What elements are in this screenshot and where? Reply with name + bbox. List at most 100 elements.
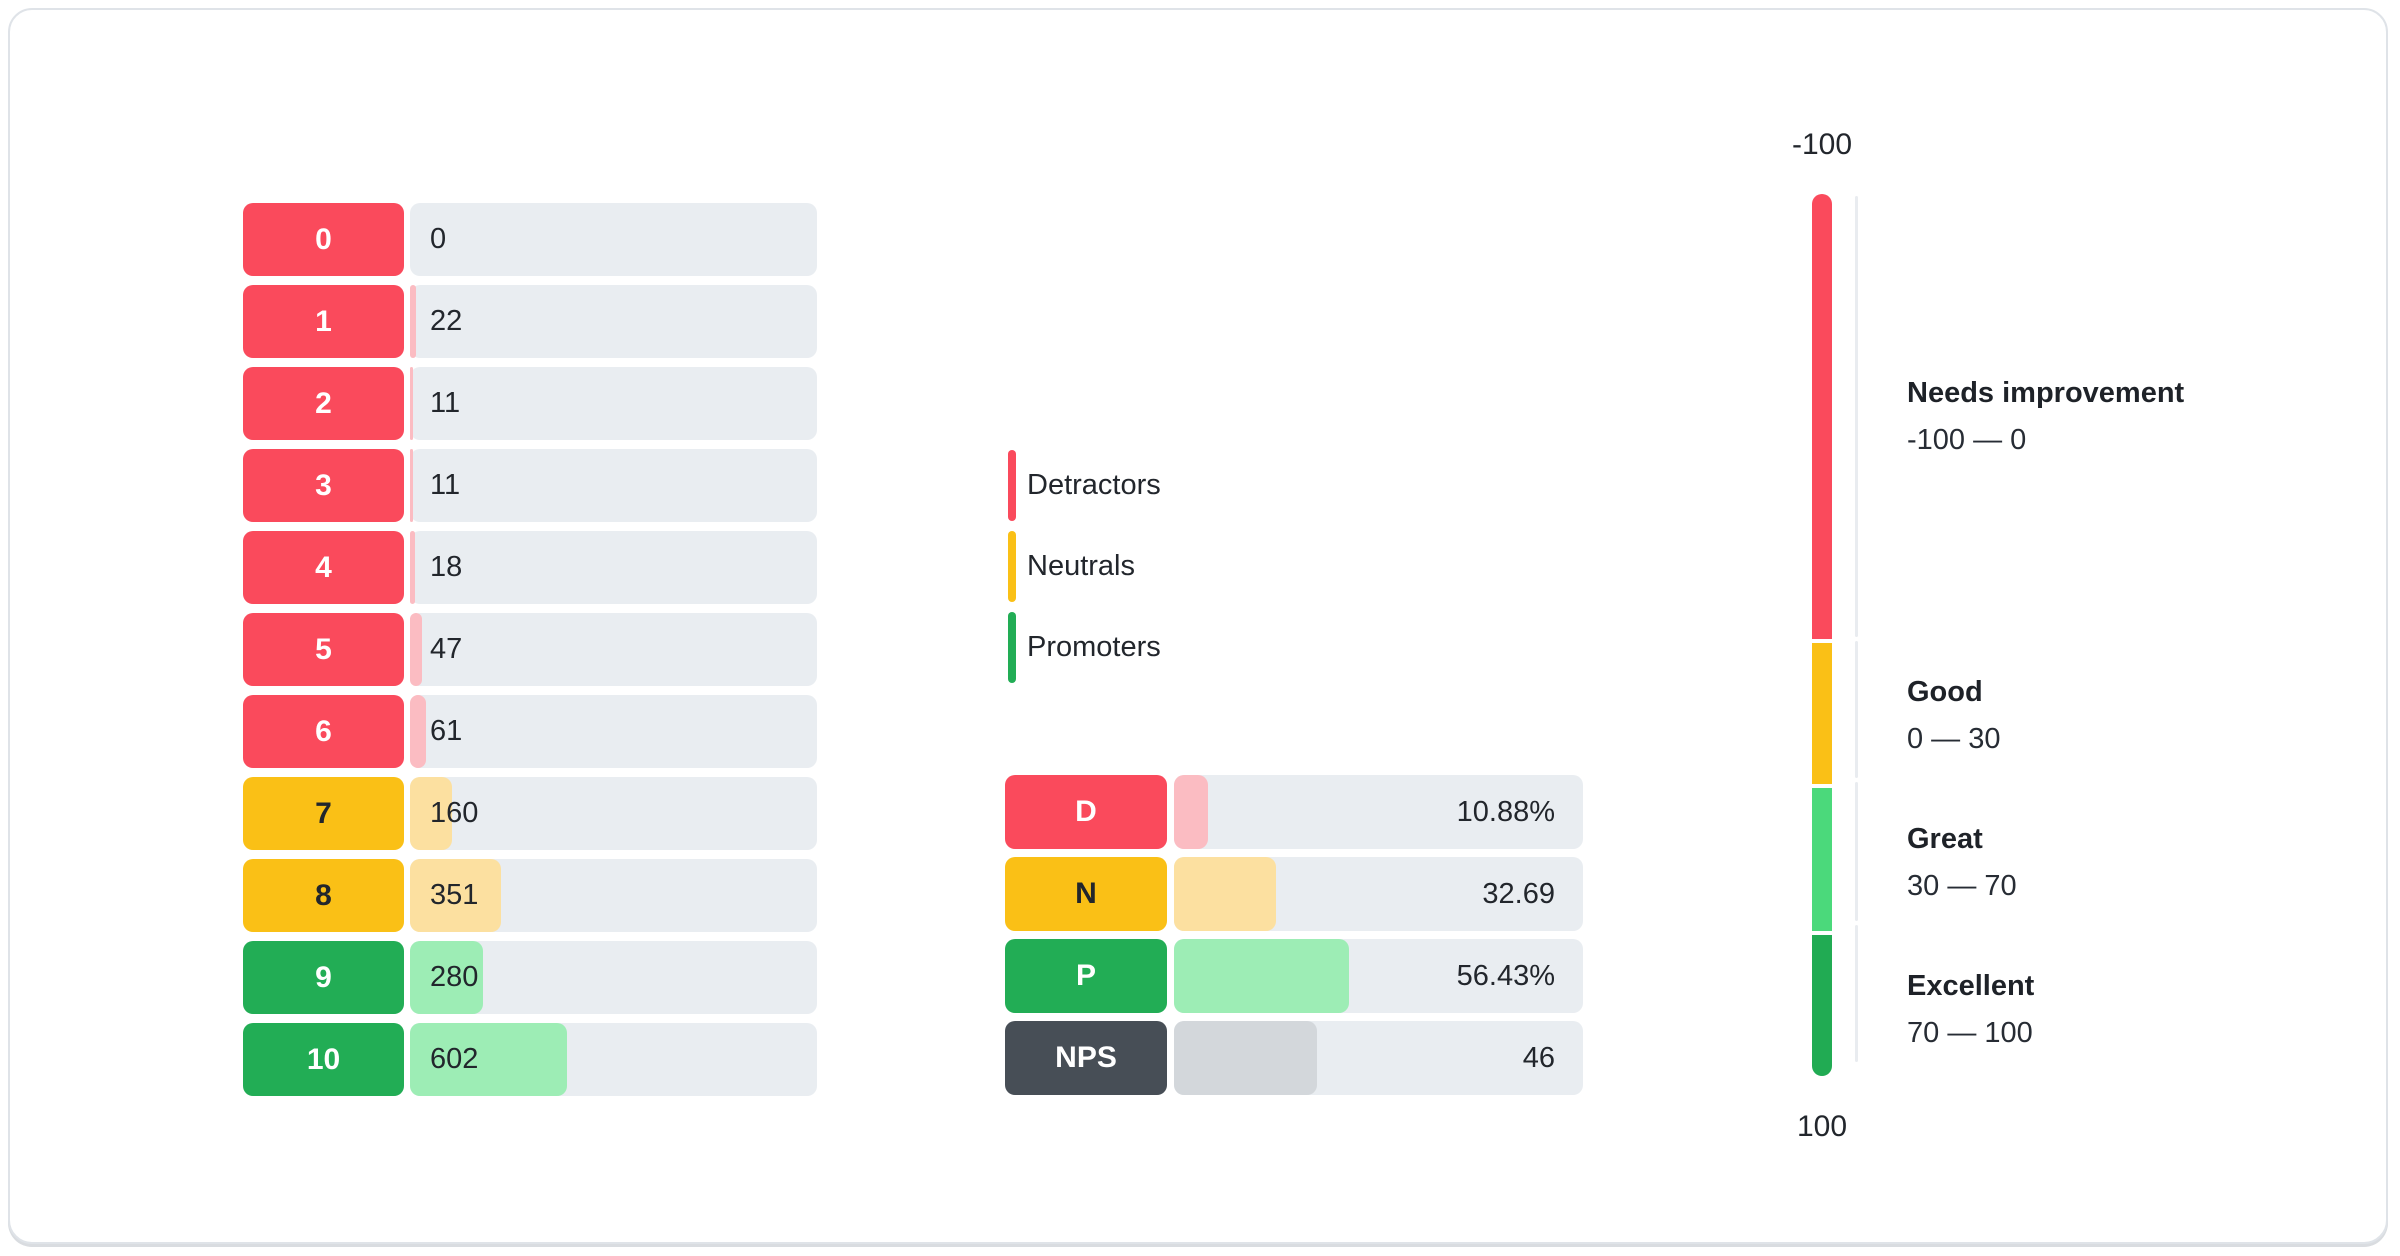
summary-row-n: N 32.69 <box>1005 857 1583 931</box>
score-row-5: 5 47 <box>243 613 817 686</box>
gauge-segment-excellent <box>1812 935 1832 1076</box>
score-bar-fill <box>410 449 413 522</box>
score-bar-track: 61 <box>410 695 817 768</box>
nps-widget-card: 0 0 1 22 2 11 3 11 4 18 5 47 <box>8 8 2388 1244</box>
score-button: 5 <box>243 613 404 686</box>
gauge-axis-segment <box>1855 782 1858 921</box>
score-bar-track: 0 <box>410 203 817 276</box>
gauge-zone-label: Great 30 — 70 <box>1907 820 2017 905</box>
gauge-axis-segment <box>1855 641 1858 778</box>
score-bar-track: 602 <box>410 1023 817 1096</box>
summary-bar-fill <box>1174 939 1350 1013</box>
summary-bar-track: 46 <box>1174 1021 1583 1095</box>
score-count-label: 61 <box>430 715 463 747</box>
summary-value-label: 46 <box>1522 1042 1555 1074</box>
score-row-0: 0 0 <box>243 203 817 276</box>
legend-color-pill <box>1008 531 1016 602</box>
summary-row-nps: NPS 46 <box>1005 1021 1583 1095</box>
score-row-1: 1 22 <box>243 285 817 358</box>
summary-bar-track: 32.69 <box>1174 857 1583 931</box>
gauge-max-negative-label: -100 <box>1791 128 1853 161</box>
legend-label: Neutrals <box>1027 550 1135 582</box>
score-bar-track: 22 <box>410 285 817 358</box>
summary-value-label: 32.69 <box>1482 878 1555 910</box>
score-row-3: 3 11 <box>243 449 817 522</box>
score-button: 10 <box>243 1023 404 1096</box>
score-bar-fill <box>410 285 416 358</box>
summary-row-d: D 10.88% <box>1005 775 1583 849</box>
score-count-label: 602 <box>430 1043 479 1075</box>
score-row-7: 7 160 <box>243 777 817 850</box>
legend-item-promoters: Promoters <box>1008 612 1161 683</box>
score-bar-track: 11 <box>410 449 817 522</box>
gauge-bar <box>1812 194 1832 1076</box>
score-button: 7 <box>243 777 404 850</box>
gauge-axis-line <box>1855 196 1858 1066</box>
score-count-label: 280 <box>430 961 479 993</box>
score-row-9: 9 280 <box>243 941 817 1014</box>
score-count-label: 0 <box>430 223 447 255</box>
score-button: 0 <box>243 203 404 276</box>
legend-color-pill <box>1008 612 1016 683</box>
score-row-10: 10 602 <box>243 1023 817 1096</box>
score-count-label: 22 <box>430 305 463 337</box>
score-bar-track: 280 <box>410 941 817 1014</box>
score-bar-fill <box>410 1023 567 1096</box>
score-row-4: 4 18 <box>243 531 817 604</box>
score-bar-track: 47 <box>410 613 817 686</box>
nps-legend: Detractors Neutrals Promoters <box>1008 450 1161 693</box>
score-bar-track: 160 <box>410 777 817 850</box>
gauge-zone-title: Excellent <box>1907 970 2035 1002</box>
score-distribution-list: 0 0 1 22 2 11 3 11 4 18 5 47 <box>243 203 817 1105</box>
score-bar-fill <box>410 941 483 1014</box>
gauge-zone-range: 0 — 30 <box>1907 723 2001 755</box>
gauge-zone-title: Great <box>1907 823 1983 855</box>
score-button: 9 <box>243 941 404 1014</box>
legend-color-pill <box>1008 450 1016 521</box>
score-button: 1 <box>243 285 404 358</box>
score-button: 3 <box>243 449 404 522</box>
summary-bar-track: 56.43% <box>1174 939 1583 1013</box>
gauge-zone-label: Excellent 70 — 100 <box>1907 967 2034 1052</box>
gauge-zone-range: -100 — 0 <box>1907 424 2027 456</box>
score-count-label: 11 <box>430 387 461 419</box>
summary-button: P <box>1005 939 1167 1013</box>
summary-button: NPS <box>1005 1021 1167 1095</box>
gauge-segment-great <box>1812 788 1832 931</box>
score-bar-track: 11 <box>410 367 817 440</box>
gauge-zone-title: Needs improvement <box>1907 377 2185 409</box>
legend-item-detractors: Detractors <box>1008 450 1161 521</box>
nps-summary-bars: D 10.88% N 32.69 P 56.43% NPS 46 <box>1005 775 1583 1103</box>
summary-row-p: P 56.43% <box>1005 939 1583 1013</box>
gauge-max-positive-label: 100 <box>1796 1110 1848 1143</box>
score-button: 2 <box>243 367 404 440</box>
score-row-2: 2 11 <box>243 367 817 440</box>
summary-value-label: 10.88% <box>1456 796 1555 828</box>
gauge-axis-segment <box>1855 196 1858 637</box>
legend-label: Promoters <box>1027 631 1161 663</box>
gauge-axis-segment <box>1855 925 1858 1062</box>
score-bar-fill <box>410 367 413 440</box>
score-button: 4 <box>243 531 404 604</box>
score-row-8: 8 351 <box>243 859 817 932</box>
score-row-6: 6 61 <box>243 695 817 768</box>
gauge-zone-range: 70 — 100 <box>1907 1017 2033 1049</box>
gauge-zone-label: Good 0 — 30 <box>1907 673 2001 758</box>
gauge-segment-good <box>1812 643 1832 784</box>
score-bar-fill <box>410 859 502 932</box>
summary-bar-fill <box>1174 857 1276 931</box>
gauge-zone-title: Good <box>1907 676 1983 708</box>
gauge-segment-needs-improvement <box>1812 194 1832 639</box>
summary-button: N <box>1005 857 1167 931</box>
score-count-label: 160 <box>430 797 479 829</box>
score-count-label: 351 <box>430 879 479 911</box>
summary-bar-track: 10.88% <box>1174 775 1583 849</box>
summary-bar-fill <box>1174 775 1208 849</box>
score-bar-track: 351 <box>410 859 817 932</box>
score-bar-fill <box>410 777 452 850</box>
gauge-zone-label: Needs improvement -100 — 0 <box>1907 374 2184 459</box>
score-bar-track: 18 <box>410 531 817 604</box>
score-button: 6 <box>243 695 404 768</box>
gauge-zone-range: 30 — 70 <box>1907 870 2017 902</box>
score-count-label: 11 <box>430 469 461 501</box>
